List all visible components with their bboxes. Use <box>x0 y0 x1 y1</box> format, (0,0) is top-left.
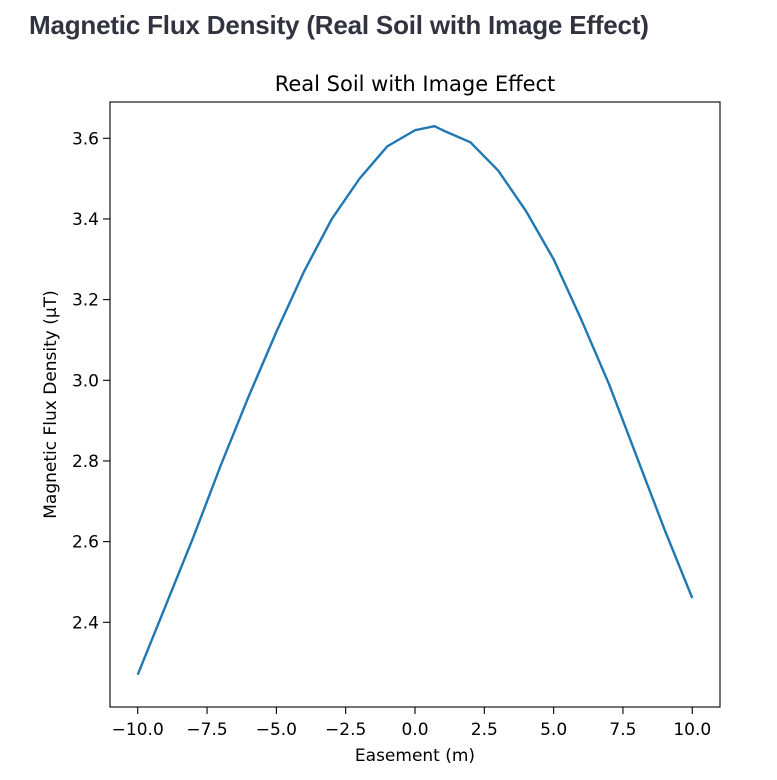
series-line <box>136 124 694 676</box>
x-tick-label: −2.5 <box>325 720 366 740</box>
x-tick-label: 0.0 <box>401 720 428 740</box>
y-tick-label: 3.0 <box>72 371 99 391</box>
x-tick-label: −10.0 <box>112 720 164 740</box>
x-axis-label: Easement (m) <box>355 746 475 766</box>
plot-area <box>109 101 721 708</box>
x-tick-label: 5.0 <box>540 720 567 740</box>
x-axis: −10.0 −7.5 −5.0 −2.5 0.0 2.5 5.0 7.5 10.0 <box>112 707 711 740</box>
x-tick-label: 2.5 <box>471 720 498 740</box>
x-tick-label: 7.5 <box>609 720 636 740</box>
y-tick-label: 3.4 <box>72 210 99 230</box>
x-tick-label: 10.0 <box>673 720 711 740</box>
y-axis-label: Magnetic Flux Density (μT) <box>41 290 61 519</box>
series-group <box>136 124 694 676</box>
y-tick-label: 3.2 <box>72 291 99 311</box>
page-title: Magnetic Flux Density (Real Soil with Im… <box>29 10 649 40</box>
y-tick-label: 2.4 <box>72 613 99 633</box>
y-tick-label: 2.8 <box>72 452 99 472</box>
x-tick-label: −5.0 <box>256 720 297 740</box>
y-tick-label: 2.6 <box>72 533 99 553</box>
chart-title: Real Soil with Image Effect <box>275 72 556 96</box>
y-axis: 2.4 2.6 2.8 3.0 3.2 3.4 3.6 <box>72 129 110 633</box>
y-tick-label: 3.6 <box>72 129 99 149</box>
x-tick-label: −7.5 <box>186 720 227 740</box>
